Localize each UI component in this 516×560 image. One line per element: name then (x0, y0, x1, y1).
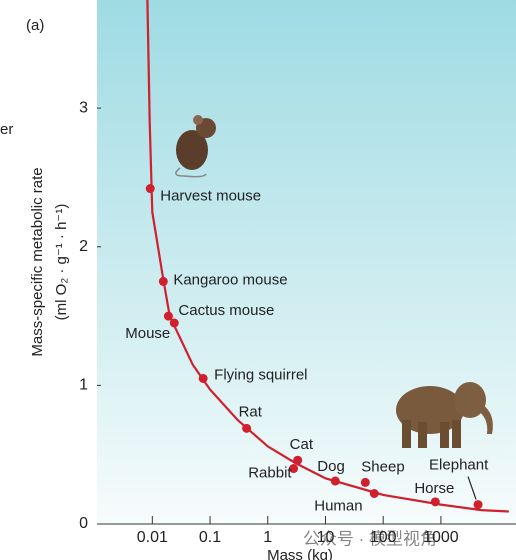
fit-curve (146, 0, 509, 513)
point-label: Rat (239, 403, 263, 420)
point-label: Cactus mouse (178, 302, 274, 319)
watermark: 公众号 · 模型视角 (303, 529, 437, 548)
x-tick-label: 10 (317, 529, 335, 546)
x-tick-label: 0.1 (199, 529, 221, 546)
point-label: Horse (414, 480, 454, 497)
data-point (169, 318, 179, 328)
mouse-icon (175, 115, 216, 178)
point-label: Kangaroo mouse (173, 271, 287, 288)
point-label: Sheep (361, 458, 404, 475)
data-point (289, 464, 299, 474)
x-axis-label: Mass (kg) (267, 547, 333, 560)
data-point (293, 455, 303, 465)
data-point (360, 477, 370, 487)
point-label: Dog (317, 458, 345, 475)
y-tick-label: 0 (79, 515, 88, 532)
y-axis-units: (ml O₂ · g⁻¹ · h⁻¹) (53, 204, 70, 321)
x-tick-label: 100 (370, 529, 397, 546)
point-label: Flying squirrel (214, 366, 307, 383)
data-point (330, 476, 340, 486)
data-point (369, 489, 379, 499)
y-tick-label: 3 (79, 99, 88, 116)
x-tick-label: 1 (263, 529, 272, 546)
data-point (473, 500, 483, 510)
leader-line (467, 476, 477, 500)
y-axis-label: Mass-specific metabolic rate (29, 167, 46, 356)
point-label: Rabbit (248, 465, 292, 482)
point-label: Cat (290, 436, 314, 453)
y-tick-label: 2 (79, 238, 88, 255)
elephant-icon (396, 382, 493, 448)
data-point (430, 497, 440, 507)
x-tick-label: 1000 (423, 529, 459, 546)
y-tick-label: 1 (79, 377, 88, 394)
x-tick-label: 0.01 (137, 529, 168, 546)
point-label: Harvest mouse (160, 187, 261, 204)
data-point (242, 423, 252, 433)
data-point (158, 276, 168, 286)
cropped-text: er (0, 121, 13, 138)
data-point (145, 184, 155, 194)
panel-label: (a) (26, 17, 44, 34)
point-label: Mouse (125, 325, 170, 342)
point-label: Elephant (429, 457, 489, 474)
data-point (198, 373, 208, 383)
point-label: Human (314, 497, 362, 514)
data-point (163, 311, 173, 321)
